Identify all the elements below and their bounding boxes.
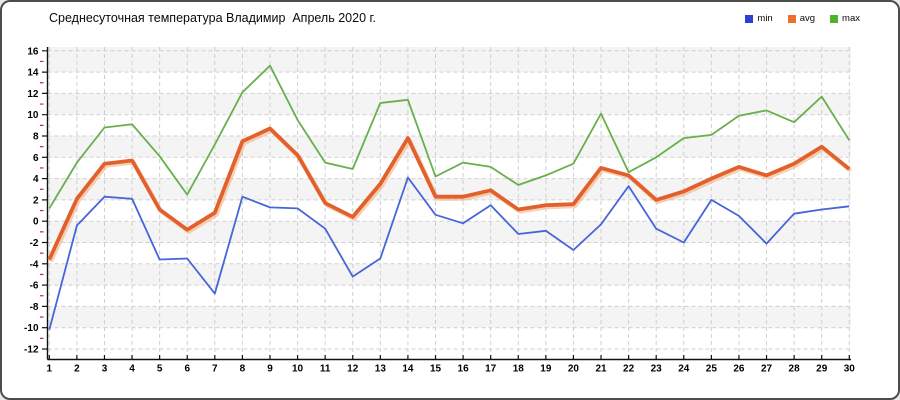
x-tick-label: 3 — [102, 364, 108, 375]
y-tick-label: -4 — [30, 259, 39, 270]
legend-item-max[interactable]: max — [830, 14, 860, 24]
x-tick-label: 22 — [623, 364, 635, 375]
axes — [46, 47, 851, 361]
legend-swatch-avg — [787, 14, 796, 23]
legend-label-avg: avg — [799, 13, 816, 24]
y-tick-label: 0 — [33, 217, 39, 228]
y-tick-label: 6 — [33, 153, 39, 164]
x-tick-label: 25 — [706, 364, 718, 375]
x-tick-label: 19 — [540, 364, 552, 375]
max-line — [48, 64, 851, 209]
legend-swatch-max — [830, 14, 839, 23]
x-tick-label: 26 — [733, 364, 745, 375]
x-tick-label: 12 — [347, 364, 359, 375]
x-tick-label: 17 — [485, 364, 497, 375]
x-tick-label: 6 — [184, 364, 190, 375]
y-tick-label: 10 — [27, 110, 39, 121]
x-tick-label: 5 — [157, 364, 163, 375]
x-tick-label: 10 — [292, 364, 304, 375]
x-tick-label: 30 — [844, 364, 856, 375]
chart-title: Среднесуточная температура Владимир Апре… — [49, 11, 377, 25]
x-tick-label: 15 — [430, 364, 442, 375]
y-tick-label: -6 — [30, 281, 39, 292]
x-tick-label: 21 — [595, 364, 607, 375]
x-tick-label: 8 — [240, 364, 246, 375]
x-tick-label: 16 — [458, 364, 470, 375]
y-axis-minor-ticks — [40, 60, 44, 339]
x-tick-label: 4 — [129, 364, 135, 375]
min-line — [48, 176, 850, 331]
legend-item-avg[interactable]: avg — [787, 13, 816, 24]
y-tick-label: -12 — [24, 345, 39, 356]
x-tick-label: 14 — [402, 364, 414, 375]
x-axis-ticks: 1 2 3 4 5 6 7 8 9 10 11 12 13 14 15 16 17 18 19 20 21 22 23 24 2… — [47, 355, 856, 375]
x-tick-label: 2 — [74, 364, 80, 375]
x-tick-label: 18 — [513, 364, 525, 375]
x-tick-label: 1 — [47, 364, 53, 375]
x-tick-label: 9 — [267, 364, 273, 375]
y-tick-label: 16 — [27, 46, 39, 57]
y-axis-ticks: 16 14 12 10 8 6 4 2 0 -2 -4 -6 -8 -10 -12 — [24, 46, 48, 356]
y-tick-label: 4 — [33, 174, 39, 185]
x-tick-label: 7 — [212, 364, 218, 375]
x-tick-label: 20 — [568, 364, 580, 375]
x-tick-label: 13 — [375, 364, 387, 375]
x-tick-label: 28 — [789, 364, 801, 375]
legend-label-max: max — [842, 13, 860, 24]
y-tick-label: -10 — [24, 323, 39, 334]
y-tick-label: -2 — [30, 238, 39, 249]
x-tick-label: 29 — [816, 364, 828, 375]
legend-swatch-min — [745, 14, 754, 23]
plot-bands — [47, 47, 851, 349]
y-tick-label: 2 — [33, 195, 39, 206]
x-tick-label: 27 — [761, 364, 773, 375]
x-tick-label: 11 — [320, 364, 331, 375]
y-tick-label: 14 — [27, 68, 39, 79]
x-tick-label: 23 — [651, 364, 663, 375]
avg-line — [47, 126, 851, 261]
y-tick-label: 12 — [27, 89, 39, 100]
y-tick-label: -8 — [30, 302, 39, 313]
legend-label-min: min — [757, 13, 773, 24]
legend: min avg max — [745, 14, 860, 24]
y-tick-label: 8 — [33, 132, 39, 143]
legend-item-min[interactable]: min — [745, 13, 773, 24]
x-tick-label: 24 — [678, 364, 690, 375]
gridlines — [47, 47, 851, 360]
